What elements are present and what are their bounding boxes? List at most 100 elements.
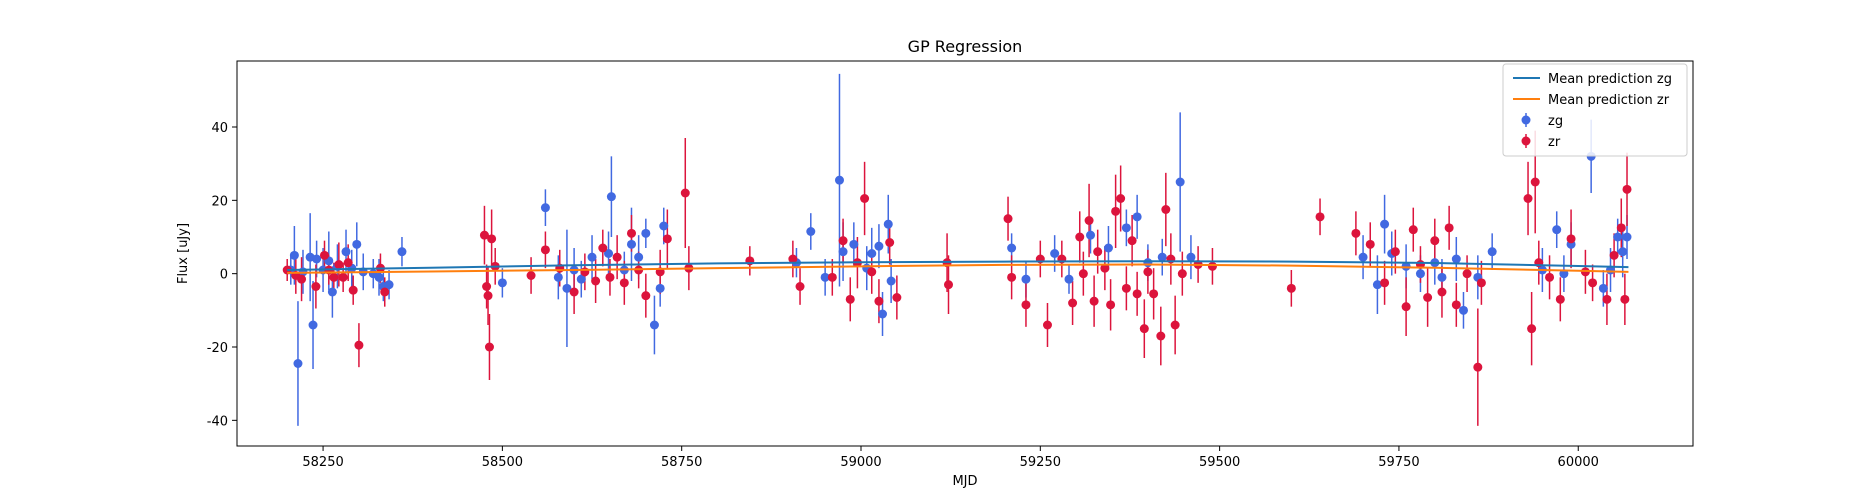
y-tick-label: -40 (207, 414, 228, 429)
data-point (1415, 269, 1425, 279)
data-point (834, 175, 844, 185)
data-point (662, 234, 672, 244)
legend: Mean prediction zg Mean prediction zr zg zr (1502, 63, 1688, 157)
data-point (329, 272, 339, 282)
x-tick-label: 58250 (302, 455, 343, 470)
data-point (1365, 239, 1375, 249)
data-point (883, 219, 893, 229)
data-point (1476, 278, 1486, 288)
data-point (479, 230, 489, 240)
data-point (1351, 228, 1361, 238)
data-point (867, 249, 877, 258)
data-point (641, 228, 651, 238)
data-point (1132, 289, 1142, 299)
data-point (795, 282, 805, 291)
data-point (1618, 247, 1628, 257)
data-point (606, 192, 616, 202)
data-point (1430, 236, 1440, 246)
data-point (1622, 184, 1632, 194)
data-point (1157, 252, 1167, 262)
data-point (619, 278, 629, 288)
data-point (1380, 219, 1390, 229)
y-tick-label: 40 (211, 121, 228, 136)
data-point (874, 296, 884, 306)
data-point (1127, 236, 1137, 246)
x-tick-label: 59000 (840, 455, 881, 470)
data-point (680, 188, 690, 198)
data-point (1372, 280, 1382, 290)
data-point (348, 285, 358, 295)
data-point (1003, 214, 1013, 224)
data-point (874, 241, 884, 251)
data-point (397, 247, 407, 257)
data-point (845, 294, 855, 304)
data-point (484, 342, 494, 352)
data-point (289, 250, 299, 260)
y-axis-label: Flux [uJy] (176, 223, 191, 284)
points-zg (286, 151, 1632, 368)
data-point (1007, 243, 1017, 253)
data-point (1527, 324, 1537, 334)
data-point (806, 227, 816, 236)
data-point (1089, 296, 1099, 306)
data-point (1116, 194, 1126, 203)
x-axis-label: MJD (952, 474, 977, 489)
data-point (1620, 294, 1630, 304)
data-point (1358, 252, 1368, 262)
data-point (1462, 269, 1472, 279)
data-point (634, 252, 644, 262)
data-point (327, 287, 337, 297)
series-zr (286, 130, 1628, 426)
data-point (892, 293, 902, 302)
x-tick-label: 58750 (661, 455, 702, 470)
data-point (1552, 225, 1562, 235)
data-point (526, 271, 536, 280)
data-point (641, 291, 651, 301)
data-point (1075, 232, 1085, 242)
data-point (540, 203, 550, 213)
data-point (1523, 194, 1533, 203)
data-point (1149, 289, 1159, 299)
data-point (1315, 212, 1325, 222)
data-point (374, 272, 384, 282)
data-point (1616, 223, 1626, 233)
data-point (354, 340, 364, 350)
legend-label: zr (1548, 135, 1561, 150)
data-point (1143, 258, 1153, 268)
data-point (885, 238, 895, 247)
data-point (604, 249, 614, 258)
data-point (1613, 232, 1623, 242)
y-tick-label: 0 (220, 268, 228, 283)
data-point (1390, 247, 1400, 257)
data-point (1132, 212, 1142, 222)
data-point (788, 254, 798, 264)
data-point (1086, 230, 1096, 240)
data-point (867, 267, 877, 277)
data-point (334, 260, 344, 269)
data-point (483, 291, 493, 301)
data-point (1175, 177, 1185, 187)
data-point (1177, 269, 1187, 279)
data-point (1555, 294, 1565, 304)
data-point (1121, 283, 1131, 293)
data-point (569, 287, 579, 297)
data-point (1170, 320, 1180, 330)
data-point (338, 272, 348, 282)
data-point (497, 278, 507, 288)
data-point (944, 280, 954, 290)
data-point (1156, 331, 1166, 341)
data-point (482, 282, 492, 291)
data-point (1598, 283, 1608, 293)
x-tick-label: 60000 (1558, 455, 1599, 470)
data-point (1437, 272, 1447, 282)
data-point (487, 234, 497, 244)
data-point (1437, 287, 1447, 297)
data-point (587, 252, 597, 262)
data-point (1111, 206, 1121, 216)
data-point (1423, 293, 1433, 302)
data-point (1103, 243, 1113, 253)
data-point (1451, 254, 1461, 264)
data-point (1093, 247, 1103, 257)
data-point (1021, 274, 1031, 284)
